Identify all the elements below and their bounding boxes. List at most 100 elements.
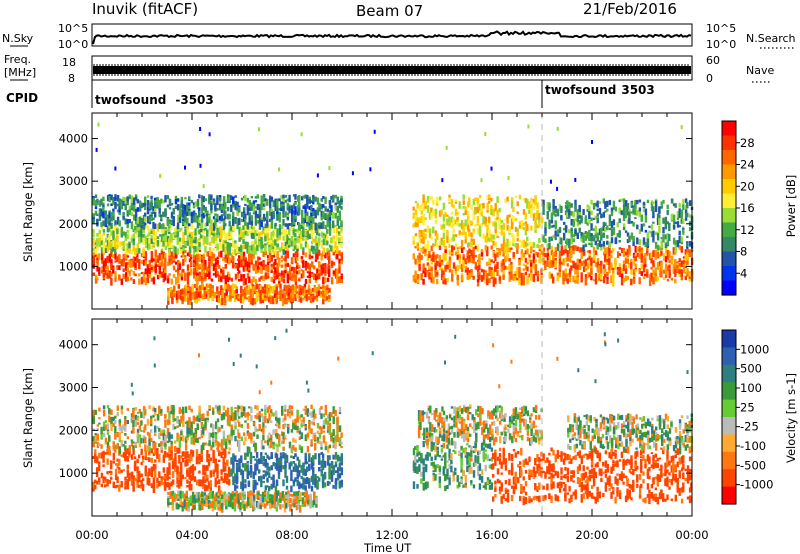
echo-cell	[150, 267, 154, 270]
echo-cell	[626, 256, 629, 264]
echo-cell	[226, 258, 230, 264]
echo-cell	[106, 203, 110, 207]
echo-cell	[234, 240, 237, 243]
echo-cell	[494, 232, 497, 236]
echo-cell	[112, 452, 115, 456]
echo-cell	[566, 263, 569, 267]
echo-cell	[196, 229, 199, 233]
echo-cell	[474, 266, 478, 270]
echo-cell	[522, 268, 525, 271]
echo-cell	[604, 201, 607, 209]
echo-cell	[596, 257, 600, 263]
echo-cell	[166, 452, 169, 458]
echo-cell	[184, 233, 187, 236]
echo-cell	[176, 231, 179, 238]
echo-cell	[624, 204, 628, 213]
echo-cell	[164, 272, 167, 281]
echo-cell	[243, 207, 246, 212]
echo-cell	[102, 450, 105, 457]
echo-cell	[588, 211, 591, 219]
echo-cell	[186, 234, 190, 242]
echo-cell	[158, 471, 161, 478]
echo-cell	[444, 246, 447, 250]
echo-cell	[282, 258, 286, 261]
noise-right-tick-high: 10^5	[706, 22, 736, 35]
echo-cell	[464, 231, 467, 238]
echo-cell	[198, 238, 201, 241]
echo-cell	[110, 203, 113, 206]
echo-cell	[422, 236, 425, 245]
echo-cell	[318, 261, 321, 269]
echo-cell	[128, 209, 131, 216]
echo-cell	[140, 479, 143, 487]
echo-cell	[302, 229, 305, 235]
echo-cell	[164, 245, 167, 251]
echo-cell	[454, 251, 458, 256]
echo-cell	[472, 198, 475, 206]
echo-cell	[612, 200, 616, 208]
echo-cell	[604, 255, 607, 262]
echo-cell	[566, 256, 569, 262]
echo-cell	[96, 264, 99, 267]
echo-cell	[662, 277, 666, 280]
echo-cell	[266, 218, 269, 224]
echo-cell	[146, 472, 149, 479]
echo-cell	[270, 220, 274, 229]
echo-cell	[541, 217, 544, 223]
echo-cell	[141, 460, 145, 463]
echo-cell	[538, 257, 542, 264]
echo-cell	[482, 233, 485, 239]
echo-cell	[472, 259, 475, 264]
echo-cell	[276, 262, 279, 271]
echo-cell	[612, 229, 616, 235]
echo-cell	[245, 285, 249, 289]
echo-cell	[248, 203, 251, 212]
echo-cell	[313, 285, 316, 289]
echo-cell	[174, 205, 178, 209]
echo-cell	[167, 297, 170, 305]
echo-cell	[628, 209, 631, 212]
echo-cell	[522, 275, 525, 281]
echo-cell	[204, 260, 207, 267]
echo-cell	[532, 274, 536, 282]
echo-cell	[225, 284, 228, 292]
echo-cell	[251, 289, 254, 295]
echo-cell	[320, 216, 323, 221]
echo-cell	[292, 266, 296, 275]
echo-cell	[190, 454, 193, 462]
echo-cell	[118, 254, 121, 263]
echo-cell	[263, 295, 267, 298]
echo-cell	[672, 266, 675, 274]
echo-cell	[632, 238, 635, 247]
echo-cell	[218, 199, 222, 206]
power-x-ticks	[91, 113, 693, 309]
echo-cell	[114, 201, 117, 210]
echo-cell	[205, 292, 209, 298]
echo-cell	[299, 297, 303, 303]
echo-cell	[248, 286, 251, 294]
echo-cell	[508, 258, 511, 262]
echo-cell	[154, 253, 157, 261]
echo-cell	[606, 256, 609, 263]
echo-cell	[128, 447, 131, 456]
echo-cell	[140, 253, 144, 258]
echo-cell	[454, 234, 458, 238]
echo-cell	[650, 202, 654, 208]
echo-cell	[251, 293, 254, 299]
echo-cell	[231, 290, 234, 296]
echo-cell	[130, 212, 134, 216]
echo-cell	[444, 211, 447, 217]
echo-cell	[650, 231, 654, 238]
echo-cell	[462, 256, 465, 262]
echo-cell	[150, 468, 154, 476]
echo-cell	[308, 278, 311, 284]
echo-cell	[678, 235, 681, 244]
echo-cell	[126, 233, 129, 240]
echo-cell	[232, 266, 235, 269]
echo-cell	[160, 259, 164, 263]
echo-cell	[322, 277, 325, 285]
echo-cell	[420, 238, 423, 244]
echo-cell	[195, 283, 198, 292]
echo-cell	[316, 223, 320, 228]
